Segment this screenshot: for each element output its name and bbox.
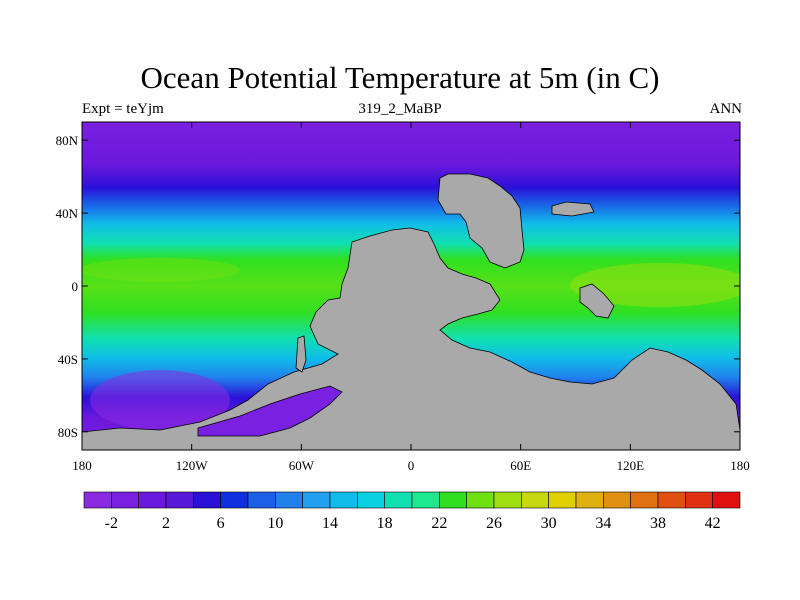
- colorbar-swatch: [193, 491, 221, 509]
- colorbar-swatch: [548, 491, 577, 509]
- colorbar-label: 26: [486, 515, 502, 532]
- cold-inland-sea: [197, 385, 343, 437]
- colorbar-swatch: [466, 491, 495, 509]
- colorbar-label: 18: [377, 515, 393, 532]
- colorbar-swatch: [384, 491, 413, 509]
- colorbar-swatch: [220, 491, 249, 509]
- colorbar-swatch: [275, 491, 303, 509]
- y-tick-label: 40S: [58, 352, 78, 367]
- colorbar-label: 42: [705, 515, 721, 532]
- colorbar-label: 22: [431, 515, 447, 532]
- colorbar-swatch: [247, 491, 276, 509]
- colorbar-swatch: [329, 491, 358, 509]
- x-tick-label: 180: [72, 458, 92, 473]
- colorbar-swatch: [138, 491, 167, 509]
- colorbar-swatch: [521, 491, 549, 509]
- map-title: Ocean Potential Temperature at 5m (in C): [140, 60, 660, 95]
- x-tick-label: 60E: [510, 458, 531, 473]
- colorbar-label: 10: [267, 515, 283, 532]
- x-tick-label: 0: [408, 458, 415, 473]
- land-north: [437, 173, 525, 269]
- cold-pool-southwest: [90, 370, 230, 430]
- season-label: ANN: [709, 101, 743, 117]
- colorbar: -2 2 6 10 14 18 22 26 30 34 38 42: [83, 491, 741, 532]
- time-period-label: 319_2_MaBP: [358, 101, 442, 117]
- colorbar-swatch: [712, 491, 741, 509]
- colorbar-label: 14: [322, 515, 338, 532]
- colorbar-swatch: [603, 491, 631, 509]
- land-main-continent: [82, 227, 740, 450]
- x-tick-label: 120E: [617, 458, 645, 473]
- y-axis: 80N 40N 0 40S 80S: [56, 133, 740, 440]
- colorbar-swatch: [685, 491, 713, 509]
- colorbar-swatch: [83, 491, 112, 509]
- y-tick-label: 80S: [58, 425, 78, 440]
- colorbar-swatch: [357, 491, 385, 509]
- experiment-label: Expt = teYjm: [82, 101, 164, 117]
- colorbar-label: 34: [595, 515, 611, 532]
- colorbar-label: 2: [162, 515, 170, 532]
- land-peninsula: [295, 335, 307, 373]
- colorbar-label: -2: [105, 515, 118, 532]
- colorbar-label: 30: [541, 515, 557, 532]
- colorbar-swatch: [302, 491, 331, 509]
- x-axis: 180 120W 60W 0 60E 120E 180: [72, 122, 750, 473]
- y-tick-label: 0: [72, 279, 79, 294]
- colorbar-swatch: [575, 491, 604, 509]
- land-northeast-strip: [551, 201, 595, 217]
- colorbar-label: 6: [217, 515, 225, 532]
- x-tick-label: 60W: [289, 458, 315, 473]
- land-east-islands: [579, 283, 615, 319]
- colorbar-swatch: [493, 491, 522, 509]
- y-tick-label: 40N: [56, 206, 79, 221]
- colorbar-swatch: [630, 491, 659, 509]
- colorbar-label: 38: [650, 515, 666, 532]
- x-tick-label: 120W: [176, 458, 209, 473]
- colorbar-swatch: [111, 491, 139, 509]
- colorbar-swatch: [165, 491, 194, 509]
- colorbar-swatch: [411, 491, 440, 509]
- warm-pool-pacific: [570, 263, 740, 307]
- colorbar-swatch: [657, 491, 686, 509]
- warm-band-west: [82, 258, 240, 282]
- land-masses: [82, 173, 740, 450]
- y-tick-label: 80N: [56, 133, 79, 148]
- colorbar-swatch: [439, 491, 467, 509]
- x-tick-label: 180: [730, 458, 750, 473]
